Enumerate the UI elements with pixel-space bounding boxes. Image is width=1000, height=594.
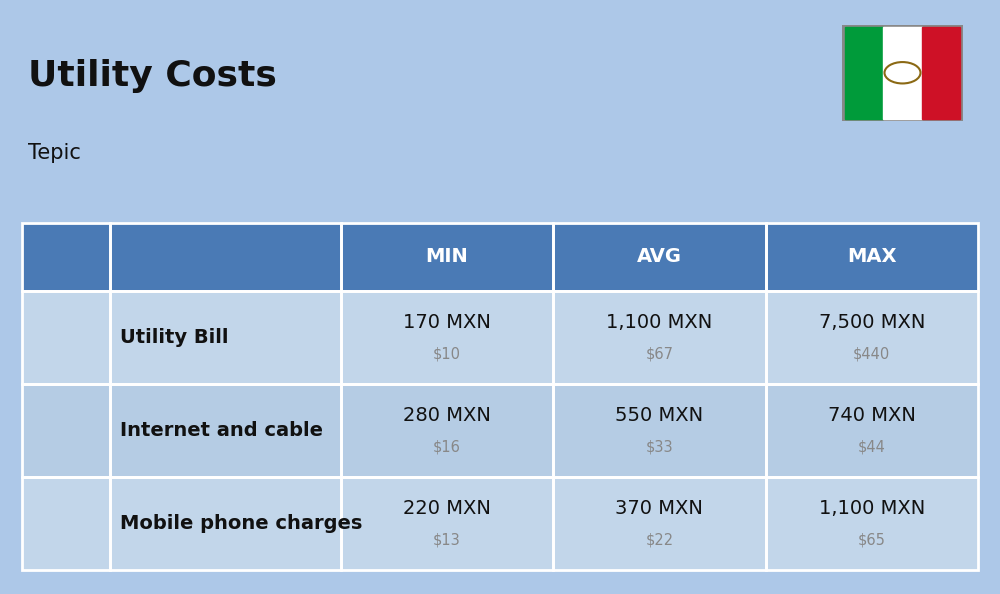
- Text: $10: $10: [433, 347, 461, 362]
- Text: $13: $13: [433, 533, 461, 548]
- Bar: [766, 291, 978, 384]
- Bar: [22, 384, 110, 477]
- Bar: [42, 416, 90, 445]
- Text: MAX: MAX: [847, 248, 897, 266]
- Bar: [553, 384, 766, 477]
- Text: Mobile phone charges: Mobile phone charges: [120, 514, 363, 533]
- Text: 220 MXN: 220 MXN: [403, 500, 491, 519]
- Bar: [553, 477, 766, 570]
- Text: 370 MXN: 370 MXN: [615, 500, 703, 519]
- Bar: [341, 477, 553, 570]
- Bar: [110, 384, 341, 477]
- Bar: [42, 509, 90, 538]
- Bar: [553, 384, 766, 477]
- Bar: [22, 223, 110, 291]
- Bar: [110, 477, 341, 570]
- Bar: [766, 477, 978, 570]
- Bar: [845, 27, 883, 119]
- Text: $44: $44: [858, 440, 886, 455]
- Bar: [110, 384, 341, 477]
- Text: Tepic: Tepic: [28, 143, 81, 163]
- Text: 170 MXN: 170 MXN: [403, 313, 491, 332]
- Bar: [341, 291, 553, 384]
- Bar: [341, 223, 553, 291]
- Text: $65: $65: [858, 533, 886, 548]
- Bar: [553, 223, 766, 291]
- Text: 1,100 MXN: 1,100 MXN: [819, 500, 925, 519]
- Text: 1,100 MXN: 1,100 MXN: [606, 313, 712, 332]
- Bar: [22, 384, 110, 477]
- Bar: [110, 223, 341, 291]
- Text: $33: $33: [646, 440, 673, 455]
- Bar: [766, 384, 978, 477]
- Text: $440: $440: [853, 347, 890, 362]
- Text: MIN: MIN: [426, 248, 468, 266]
- Bar: [22, 477, 110, 570]
- Text: 7,500 MXN: 7,500 MXN: [819, 313, 925, 332]
- Bar: [553, 223, 766, 291]
- Bar: [766, 223, 978, 291]
- Bar: [22, 223, 110, 291]
- Bar: [922, 27, 960, 119]
- Bar: [553, 291, 766, 384]
- Bar: [766, 384, 978, 477]
- Bar: [42, 323, 90, 352]
- Bar: [341, 223, 553, 291]
- Text: 740 MXN: 740 MXN: [828, 406, 916, 425]
- Text: $22: $22: [645, 533, 673, 548]
- Bar: [22, 291, 110, 384]
- Text: AVG: AVG: [637, 248, 682, 266]
- Bar: [110, 223, 341, 291]
- Bar: [553, 291, 766, 384]
- Bar: [341, 384, 553, 477]
- Bar: [883, 27, 922, 119]
- Bar: [766, 477, 978, 570]
- FancyBboxPatch shape: [842, 25, 963, 121]
- Text: 280 MXN: 280 MXN: [403, 406, 491, 425]
- Bar: [553, 477, 766, 570]
- Bar: [110, 291, 341, 384]
- Bar: [110, 291, 341, 384]
- Bar: [766, 291, 978, 384]
- Text: 550 MXN: 550 MXN: [615, 406, 703, 425]
- Bar: [341, 291, 553, 384]
- Bar: [22, 477, 110, 570]
- Text: $67: $67: [645, 347, 673, 362]
- Bar: [341, 477, 553, 570]
- Bar: [766, 223, 978, 291]
- Text: Utility Costs: Utility Costs: [28, 59, 277, 93]
- Text: $16: $16: [433, 440, 461, 455]
- Bar: [110, 477, 341, 570]
- Bar: [22, 291, 110, 384]
- Bar: [341, 384, 553, 477]
- Text: Internet and cable: Internet and cable: [120, 421, 323, 440]
- Text: Utility Bill: Utility Bill: [120, 328, 229, 347]
